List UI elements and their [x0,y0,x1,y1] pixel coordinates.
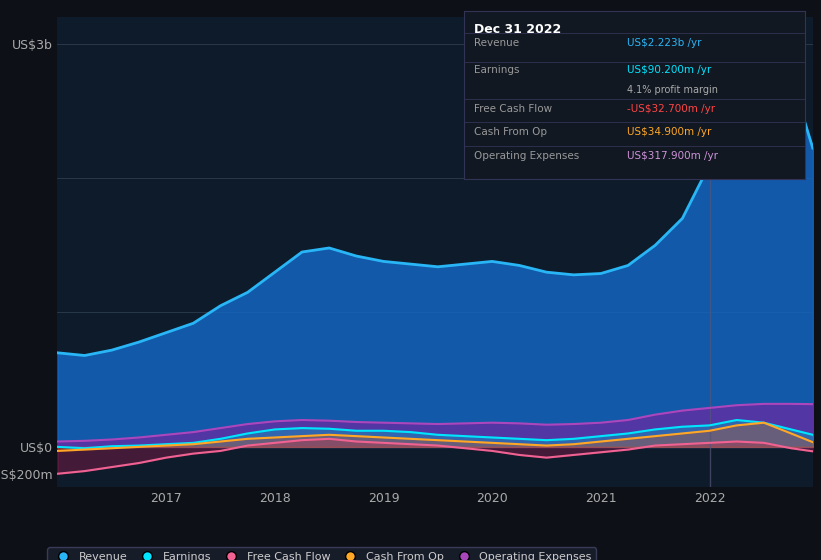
Text: Cash From Op: Cash From Op [474,127,547,137]
Text: US$2.223b /yr: US$2.223b /yr [627,38,702,48]
Text: Free Cash Flow: Free Cash Flow [474,104,553,114]
Text: Revenue: Revenue [474,38,519,48]
Text: US$90.200m /yr: US$90.200m /yr [627,65,712,75]
Text: US$317.900m /yr: US$317.900m /yr [627,151,718,161]
Text: US$34.900m /yr: US$34.900m /yr [627,127,712,137]
Text: Earnings: Earnings [474,65,520,75]
Text: 4.1% profit margin: 4.1% profit margin [627,85,718,95]
Text: Dec 31 2022: Dec 31 2022 [474,23,562,36]
Text: -US$32.700m /yr: -US$32.700m /yr [627,104,716,114]
Text: Operating Expenses: Operating Expenses [474,151,580,161]
Legend: Revenue, Earnings, Free Cash Flow, Cash From Op, Operating Expenses: Revenue, Earnings, Free Cash Flow, Cash … [48,548,596,560]
